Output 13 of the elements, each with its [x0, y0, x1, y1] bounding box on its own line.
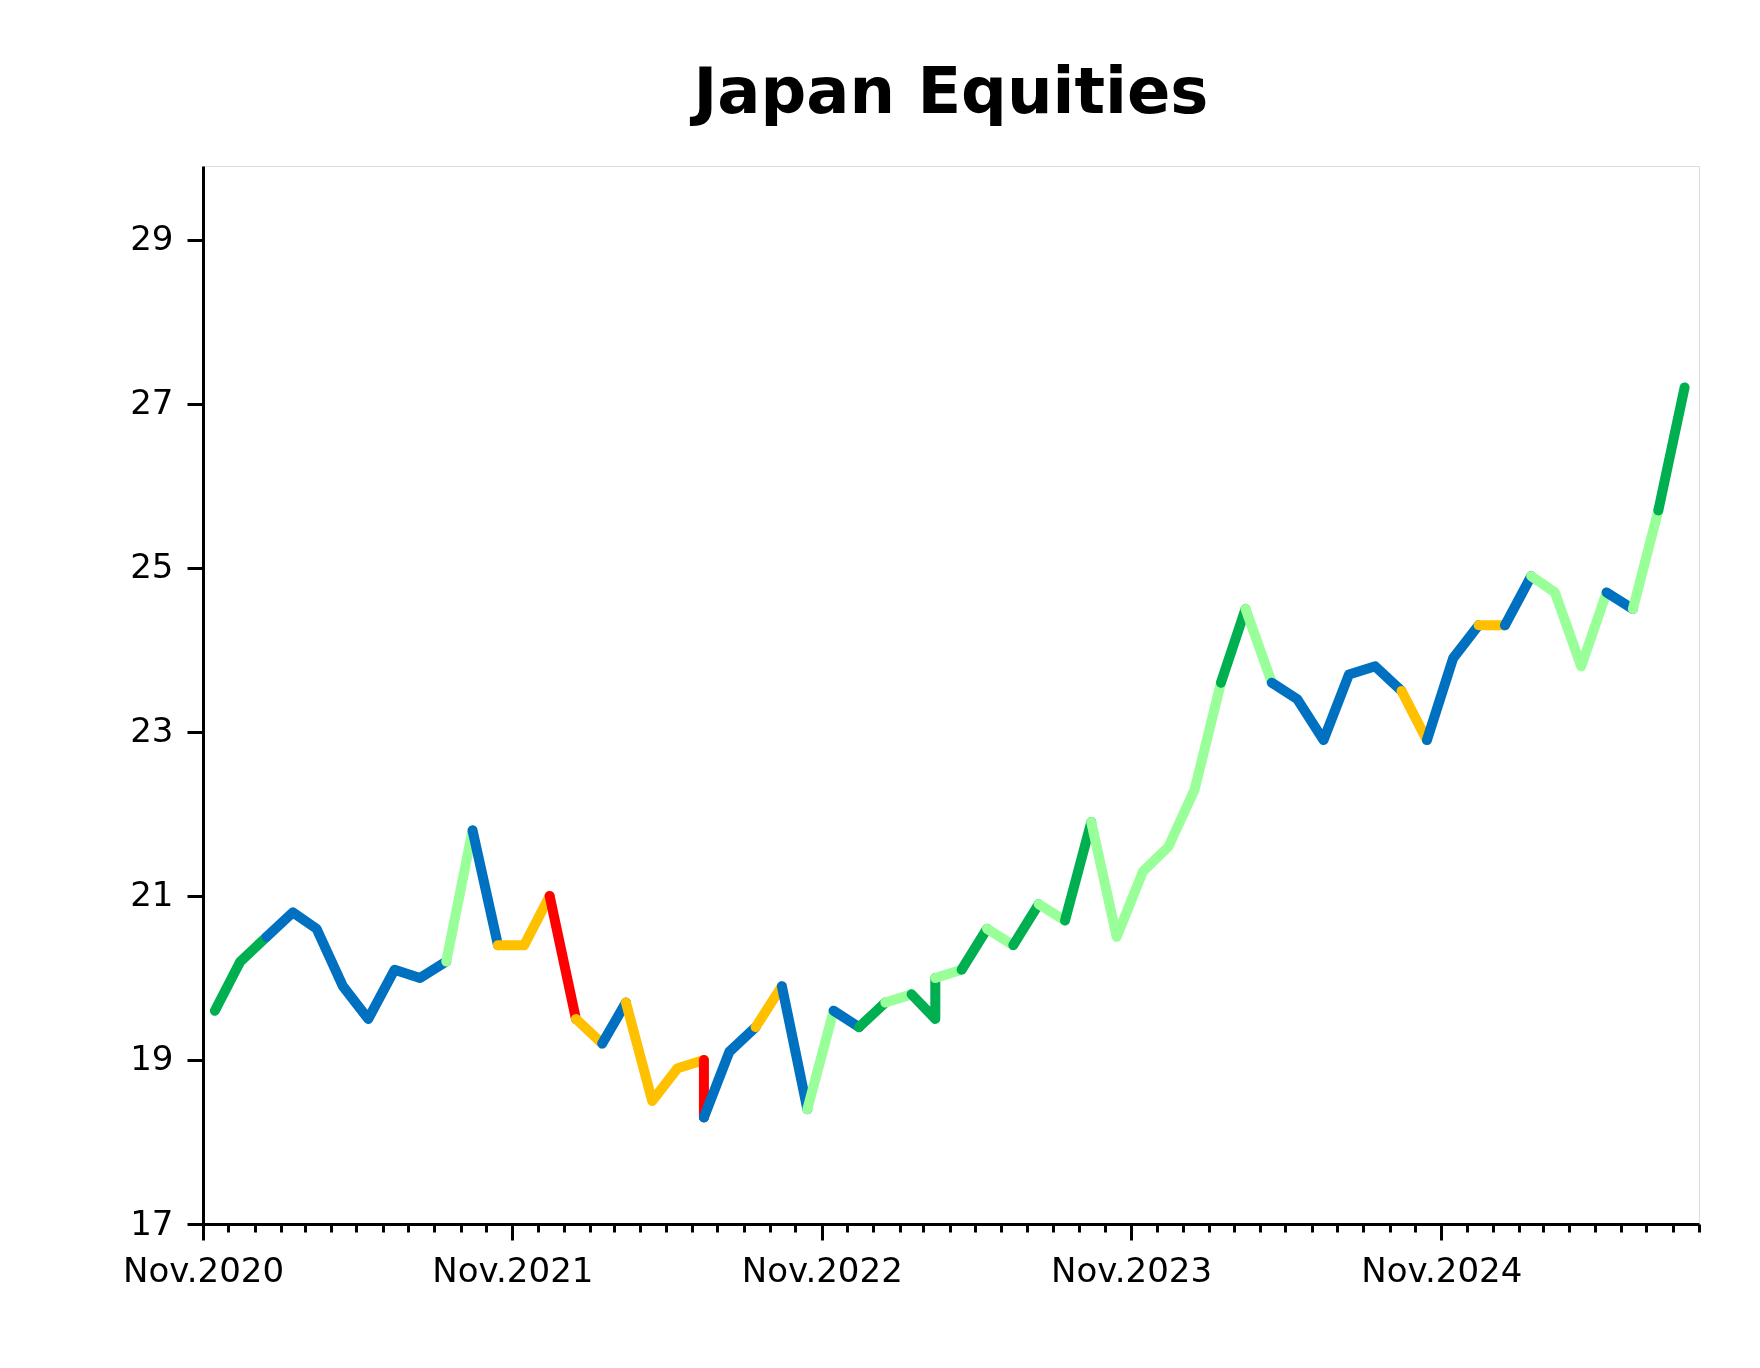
y-tick-label: 25: [130, 546, 174, 587]
y-tick-label: 19: [130, 1038, 174, 1079]
chart-title: Japan Equities: [689, 54, 1209, 128]
x-tick-label: Nov.2022: [741, 1249, 903, 1290]
x-tick-label: Nov.2020: [122, 1249, 285, 1290]
x-tick-label: Nov.2023: [1051, 1249, 1213, 1290]
y-tick-label: 27: [130, 382, 174, 423]
y-tick-label: 29: [130, 218, 174, 259]
y-tick-label: 17: [130, 1202, 174, 1243]
y-tick-label: 23: [130, 710, 174, 751]
x-tick-label: Nov.2024: [1361, 1249, 1523, 1290]
x-tick-label: Nov.2021: [432, 1249, 594, 1290]
y-tick-label: 21: [130, 874, 174, 915]
